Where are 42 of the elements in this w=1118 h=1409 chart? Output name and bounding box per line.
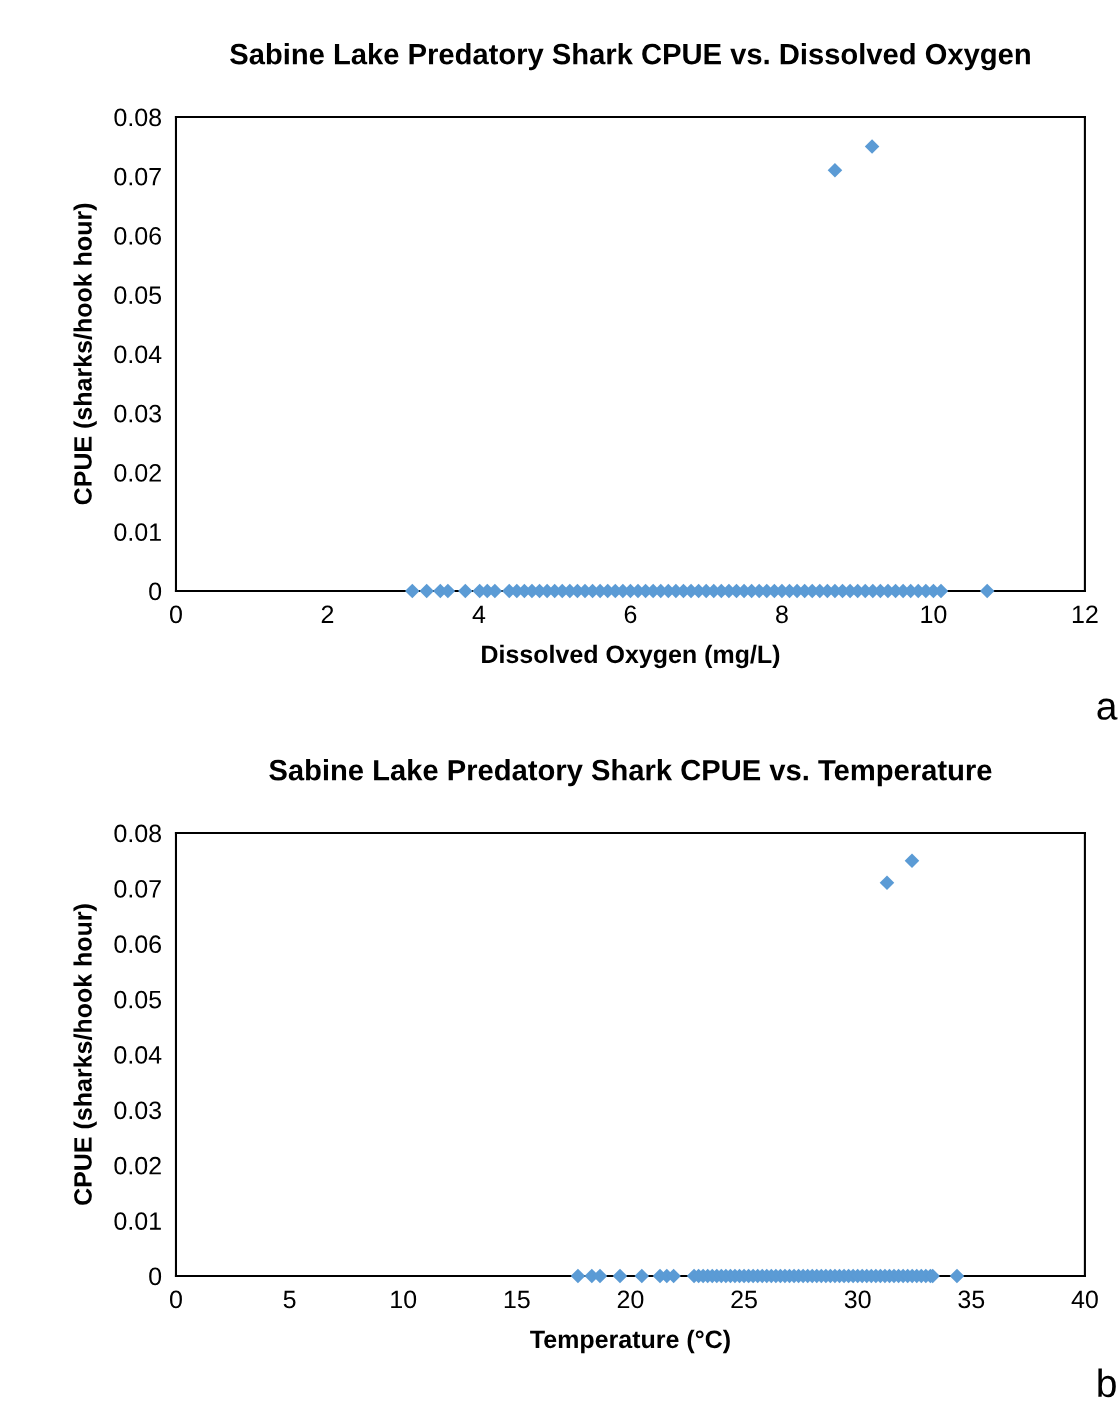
y-tick-label: 0.02 — [114, 464, 161, 482]
y-tick-label: 0.01 — [114, 1212, 161, 1230]
x-tick-label: 4 — [472, 605, 486, 623]
x-tick-label: 40 — [1071, 1290, 1098, 1309]
y-axis-title: CPUE (sharks/hook hour) — [73, 904, 97, 1205]
chart-title: Sabine Lake Predatory Shark CPUE vs. Dissolved Oxygen — [230, 43, 1030, 71]
y-tick-label: 0.03 — [114, 404, 161, 423]
x-tick-label: 5 — [283, 1290, 296, 1309]
y-tick-label: 0.05 — [114, 990, 162, 1009]
x-tick-label: 25 — [731, 1290, 757, 1309]
y-tick-label: 0.04 — [114, 345, 162, 364]
x-tick-label: 30 — [844, 1290, 871, 1309]
x-tick-label: 0 — [170, 1290, 182, 1309]
x-tick-label: 6 — [624, 605, 637, 624]
x-tick-label: 15 — [504, 1290, 530, 1309]
x-tick-label: 12 — [1072, 605, 1098, 623]
y-tick-label: 0.01 — [114, 523, 161, 541]
y-tick-label: 0.03 — [114, 1101, 161, 1120]
y-tick-label: 0 — [149, 1267, 162, 1286]
x-tick-label: 20 — [617, 1290, 644, 1309]
y-tick-label: 0.07 — [114, 167, 161, 186]
y-tick-label: 0.08 — [114, 824, 161, 843]
text: b — [1098, 1368, 1116, 1398]
y-tick-label: 0 — [149, 582, 162, 601]
x-tick-label: 8 — [776, 605, 788, 624]
y-tick-label: 0.08 — [114, 108, 161, 127]
y-tick-label: 0.05 — [114, 286, 162, 304]
x-tick-label: 2 — [321, 605, 334, 623]
y-tick-label: 0.04 — [114, 1046, 162, 1064]
x-tick-label: 10 — [921, 605, 947, 624]
text: a — [1097, 698, 1118, 720]
y-tick-label: 0.02 — [114, 1156, 161, 1175]
chart-title: Sabine Lake Predatory Shark CPUE vs. Temperature — [269, 759, 992, 787]
y-tick-label: 0.06 — [114, 935, 161, 954]
x-axis-title: Dissolved Oxygen (mg/L) — [482, 644, 780, 669]
x-tick-label: 0 — [170, 605, 182, 624]
y-tick-label: 0.06 — [114, 227, 161, 245]
x-axis-title: Temperature (°C) — [530, 1329, 730, 1354]
x-tick-label: 10 — [391, 1290, 417, 1309]
y-axis-title: CPUE (sharks/hook hour) — [73, 203, 97, 505]
y-tick-label: 0.07 — [114, 879, 161, 898]
x-tick-label: 35 — [958, 1290, 985, 1309]
